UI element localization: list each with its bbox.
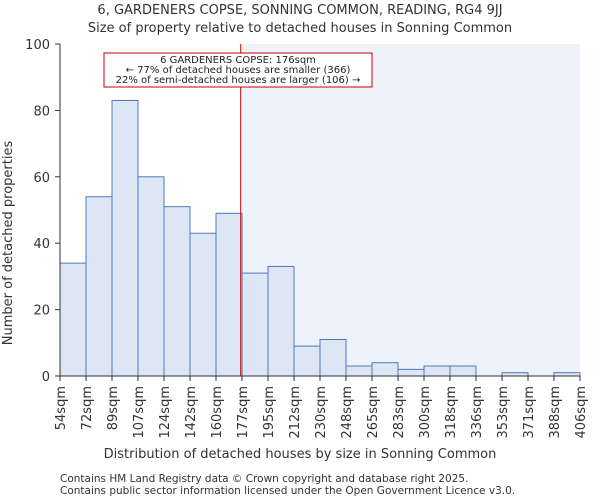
y-tick-label: 0: [42, 370, 50, 385]
annotation-box-frame: [103, 52, 373, 88]
x-tick-label: 318sqm: [444, 386, 459, 439]
x-tick-label: 283sqm: [392, 386, 407, 439]
x-tick-label: 388sqm: [548, 386, 563, 439]
x-tick-label: 177sqm: [236, 386, 251, 439]
x-tick-label: 353sqm: [496, 386, 511, 439]
larger-than-property-region: [240, 44, 580, 376]
y-tick-label: 100: [25, 38, 50, 53]
annotation-line3: 22% of semi-detached houses are larger (…: [116, 75, 361, 86]
x-tick-label: 212sqm: [288, 386, 303, 439]
x-tick-label: 160sqm: [210, 386, 225, 439]
histogram-bar: [85, 196, 113, 377]
x-axis: 54sqm 72sqm 89sqm 107sqm 124sqm 142sqm 160sqm 1…: [54, 375, 589, 439]
y-axis: 0 20 40 60 80 100: [25, 38, 61, 385]
x-tick-label: 230sqm: [314, 386, 329, 439]
annotation-line2: ← 77% of detached houses are smaller (36…: [126, 65, 351, 76]
x-tick-label: 406sqm: [574, 386, 589, 439]
histogram-bar: [397, 368, 425, 377]
x-axis-label: Distribution of detached houses by size …: [104, 447, 497, 462]
histogram-bar: [137, 176, 165, 377]
histogram-bar: [241, 272, 269, 377]
y-axis-label: Number of detached properties: [1, 141, 16, 346]
histogram-bar: [59, 262, 87, 377]
histogram-bar: [371, 362, 399, 377]
annotation-line1: 6 GARDENERS COPSE: 176sqm: [160, 55, 316, 66]
histogram-bar: [163, 206, 191, 377]
footer-line2: Contains public sector information licen…: [60, 485, 515, 497]
histogram-bar: [189, 232, 217, 377]
histogram-bar: [267, 265, 295, 377]
chart-title-line2: Size of property relative to detached ho…: [88, 21, 512, 36]
x-tick-label: 195sqm: [262, 386, 277, 439]
histogram-bar: [293, 345, 321, 377]
histogram-bar: [345, 365, 373, 377]
x-tick-label: 336sqm: [470, 386, 485, 439]
y-tick-label: 40: [33, 237, 50, 252]
chart-title-line1: 6, GARDENERS COPSE, SONNING COMMON, READ…: [97, 3, 502, 18]
x-tick-label: 265sqm: [366, 386, 381, 439]
x-tick-label: 371sqm: [522, 386, 537, 439]
y-tick-label: 60: [33, 171, 50, 186]
x-tick-label: 72sqm: [80, 386, 95, 430]
x-tick-label: 107sqm: [132, 386, 147, 439]
x-tick-label: 300sqm: [418, 386, 433, 439]
x-tick-label: 89sqm: [106, 386, 121, 430]
x-tick-label: 142sqm: [184, 386, 199, 439]
footer-line1: Contains HM Land Registry data © Crown c…: [60, 473, 468, 485]
y-tick-label: 80: [33, 104, 50, 119]
histogram-bar: [319, 338, 347, 377]
plot-area: 6 GARDENERS COPSE: 176sqm ← 77% of detac…: [59, 44, 581, 377]
x-tick-label: 54sqm: [54, 386, 69, 430]
histogram-bars: [59, 99, 581, 377]
histogram-bar: [423, 365, 451, 377]
x-tick-label: 248sqm: [340, 386, 355, 439]
histogram-bar: [111, 99, 139, 377]
x-tick-label: 124sqm: [158, 386, 173, 439]
property-annotation-box: 6 GARDENERS COPSE: 176sqm ← 77% of detac…: [103, 52, 373, 88]
histogram-bar: [215, 212, 243, 377]
histogram-bar: [449, 365, 477, 377]
y-tick-label: 20: [33, 304, 50, 319]
